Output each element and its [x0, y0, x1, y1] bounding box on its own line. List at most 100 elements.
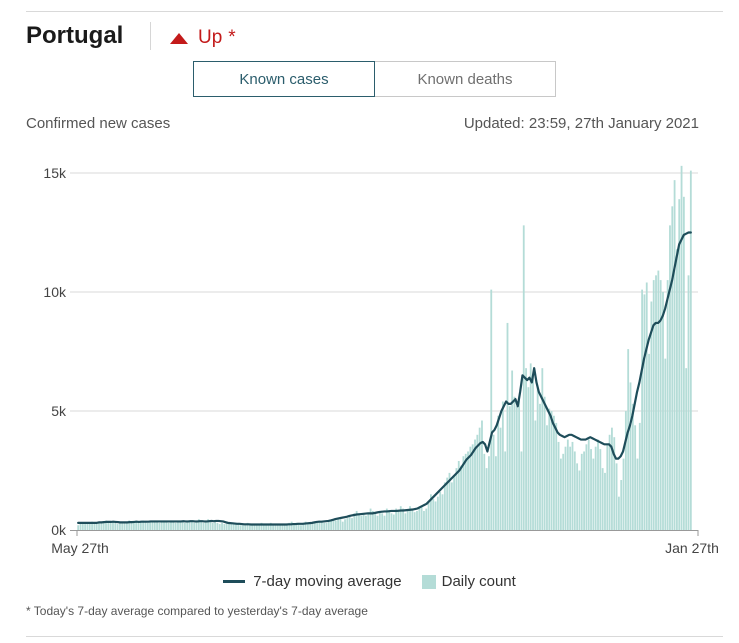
daily-count-bar — [186, 521, 189, 530]
daily-count-bar — [529, 363, 532, 530]
daily-count-bar — [93, 522, 96, 530]
legend-bar-label: Daily count — [441, 573, 516, 590]
daily-count-bar — [146, 522, 149, 530]
daily-count-bar — [218, 524, 221, 530]
daily-count-bar — [283, 525, 286, 530]
daily-count-bar — [239, 525, 242, 530]
daily-count-bar — [448, 472, 451, 530]
daily-count-bar — [253, 525, 256, 530]
daily-count-bar — [571, 441, 574, 530]
daily-count-bar — [151, 521, 154, 530]
daily-count-bar — [446, 477, 449, 530]
daily-count-bar — [411, 508, 414, 530]
daily-count-bar — [244, 524, 247, 530]
y-tick-label: 5k — [51, 403, 67, 419]
daily-count-bar — [441, 494, 444, 530]
daily-count-bar — [620, 480, 623, 530]
daily-count-bar — [643, 294, 646, 530]
daily-count-bar — [232, 522, 235, 530]
daily-count-bar — [242, 525, 244, 530]
daily-count-bar — [216, 522, 219, 530]
daily-count-bar — [153, 520, 156, 530]
daily-count-bar — [676, 249, 678, 530]
daily-count-bar — [112, 521, 114, 530]
daily-count-bar — [659, 280, 662, 530]
daily-count-bar — [320, 521, 323, 530]
daily-count-bar — [114, 522, 117, 530]
daily-count-bar — [95, 522, 98, 530]
daily-count-bar — [460, 465, 462, 530]
daily-count-bar — [139, 521, 142, 530]
daily-count-bar — [585, 444, 588, 530]
daily-count-bar — [511, 370, 514, 530]
daily-count-bar — [200, 521, 203, 530]
daily-count-bar — [128, 520, 131, 530]
daily-count-bar — [367, 513, 370, 530]
tab-known-cases[interactable]: Known cases — [193, 61, 375, 97]
daily-count-bar — [290, 521, 293, 530]
daily-count-bar — [638, 422, 641, 530]
daily-count-bar — [664, 358, 667, 530]
daily-count-bar — [307, 522, 309, 530]
daily-count-bar — [385, 508, 388, 530]
daily-count-bar — [190, 521, 193, 530]
daily-count-bar — [666, 280, 669, 530]
daily-count-bar — [652, 280, 655, 530]
daily-count-bar — [362, 513, 365, 530]
daily-count-bar — [269, 522, 272, 530]
legend-bar-swatch — [421, 574, 436, 589]
daily-count-bar — [228, 524, 230, 530]
daily-count-bar — [204, 521, 207, 530]
daily-count-bar — [564, 446, 567, 530]
daily-count-bar — [172, 521, 175, 530]
daily-count-bar — [492, 434, 495, 530]
daily-count-bar — [488, 456, 490, 530]
daily-count-bar — [105, 520, 107, 530]
daily-count-bar — [678, 199, 681, 530]
trend-label: Up — [198, 27, 223, 48]
tab-known-deaths[interactable]: Known deaths — [375, 61, 556, 97]
daily-count-bar — [149, 521, 152, 530]
daily-count-bar — [86, 522, 89, 530]
daily-count-bar — [288, 522, 291, 530]
daily-count-bar — [125, 522, 128, 530]
daily-count-bars — [77, 165, 692, 531]
daily-count-bar — [590, 449, 592, 530]
daily-count-bar — [297, 524, 300, 530]
daily-count-bar — [211, 522, 214, 530]
daily-count-bar — [629, 382, 632, 530]
daily-count-bar — [302, 522, 305, 530]
daily-count-bar — [323, 522, 326, 530]
daily-count-bar — [81, 522, 84, 530]
daily-count-bar — [209, 520, 212, 530]
daily-count-bar — [304, 521, 307, 530]
gridlines: 0k 5k 10k 15k — [43, 165, 698, 538]
daily-count-bar — [300, 525, 302, 530]
daily-count-bar — [634, 425, 637, 530]
daily-count-bar — [671, 206, 674, 530]
daily-count-bar — [107, 521, 110, 530]
daily-count-bar — [427, 501, 430, 530]
daily-count-bar — [434, 501, 437, 530]
daily-count-bar — [576, 463, 579, 530]
daily-count-bar — [339, 518, 342, 530]
daily-count-bar — [443, 482, 446, 530]
daily-count-bar — [158, 522, 161, 530]
daily-count-bar — [409, 506, 411, 530]
daily-count-bar — [214, 520, 216, 530]
daily-count-bar — [425, 508, 428, 530]
daily-count-bar — [262, 524, 265, 530]
daily-count-bar — [165, 521, 168, 530]
daily-count-bar — [587, 439, 590, 530]
daily-count-bar — [562, 453, 565, 530]
daily-count-bar — [156, 521, 158, 530]
daily-count-bar — [604, 472, 606, 530]
daily-count-bar — [641, 289, 644, 530]
daily-count-bar — [144, 521, 147, 530]
daily-count-bar — [648, 353, 650, 530]
daily-count-bar — [483, 453, 486, 530]
daily-count-bar — [325, 522, 328, 530]
daily-count-bar — [657, 270, 660, 530]
daily-count-bar — [91, 521, 93, 530]
daily-count-bar — [499, 427, 502, 530]
